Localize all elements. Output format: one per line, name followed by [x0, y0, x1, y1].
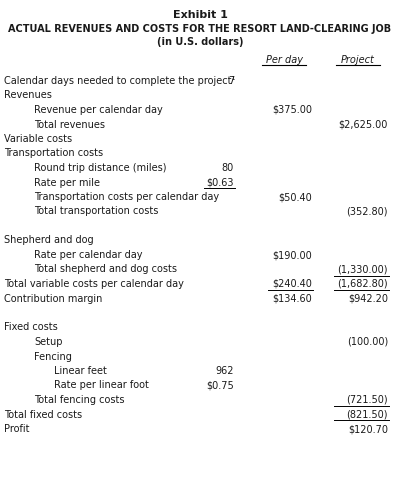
Text: Total fixed costs: Total fixed costs	[4, 410, 82, 419]
Text: Setup: Setup	[34, 337, 63, 347]
Text: ACTUAL REVENUES AND COSTS FOR THE RESORT LAND-CLEARING JOB: ACTUAL REVENUES AND COSTS FOR THE RESORT…	[8, 24, 391, 34]
Text: 7: 7	[228, 76, 234, 86]
Text: Revenue per calendar day: Revenue per calendar day	[34, 105, 163, 115]
Text: Shepherd and dog: Shepherd and dog	[4, 236, 94, 245]
Text: Total fencing costs: Total fencing costs	[34, 395, 124, 405]
Text: Profit: Profit	[4, 424, 30, 434]
Text: (821.50): (821.50)	[346, 410, 388, 419]
Text: Per day: Per day	[265, 55, 302, 65]
Text: Contribution margin: Contribution margin	[4, 294, 103, 303]
Text: Linear feet: Linear feet	[54, 366, 107, 376]
Text: Total revenues: Total revenues	[34, 120, 105, 129]
Text: (in U.S. dollars): (in U.S. dollars)	[157, 37, 243, 47]
Text: 962: 962	[215, 366, 234, 376]
Text: $120.70: $120.70	[348, 424, 388, 434]
Text: Round trip distance (miles): Round trip distance (miles)	[34, 163, 166, 173]
Text: $190.00: $190.00	[272, 250, 312, 260]
Text: (721.50): (721.50)	[346, 395, 388, 405]
Text: Revenues: Revenues	[4, 91, 52, 100]
Text: Rate per calendar day: Rate per calendar day	[34, 250, 142, 260]
Text: Calendar days needed to complete the project¹: Calendar days needed to complete the pro…	[4, 76, 235, 86]
Text: 80: 80	[222, 163, 234, 173]
Text: $0.63: $0.63	[207, 177, 234, 188]
Text: (1,682.80): (1,682.80)	[338, 279, 388, 289]
Text: Total shepherd and dog costs: Total shepherd and dog costs	[34, 265, 177, 274]
Text: Project: Project	[341, 55, 375, 65]
Text: Transportation costs: Transportation costs	[4, 148, 103, 158]
Text: Fixed costs: Fixed costs	[4, 322, 58, 333]
Text: Exhibit 1: Exhibit 1	[172, 10, 227, 20]
Text: $942.20: $942.20	[348, 294, 388, 303]
Text: Rate per linear foot: Rate per linear foot	[54, 381, 149, 391]
Text: (352.80): (352.80)	[346, 206, 388, 217]
Text: $375.00: $375.00	[272, 105, 312, 115]
Text: $134.60: $134.60	[272, 294, 312, 303]
Text: $2,625.00: $2,625.00	[339, 120, 388, 129]
Text: Fencing: Fencing	[34, 351, 72, 362]
Text: (100.00): (100.00)	[347, 337, 388, 347]
Text: $0.75: $0.75	[206, 381, 234, 391]
Text: Rate per mile: Rate per mile	[34, 177, 100, 188]
Text: Transportation costs per calendar day: Transportation costs per calendar day	[34, 192, 219, 202]
Text: Total variable costs per calendar day: Total variable costs per calendar day	[4, 279, 184, 289]
Text: (1,330.00): (1,330.00)	[338, 265, 388, 274]
Text: $240.40: $240.40	[272, 279, 312, 289]
Text: Variable costs: Variable costs	[4, 134, 72, 144]
Text: Total transportation costs: Total transportation costs	[34, 206, 158, 217]
Text: $50.40: $50.40	[278, 192, 312, 202]
